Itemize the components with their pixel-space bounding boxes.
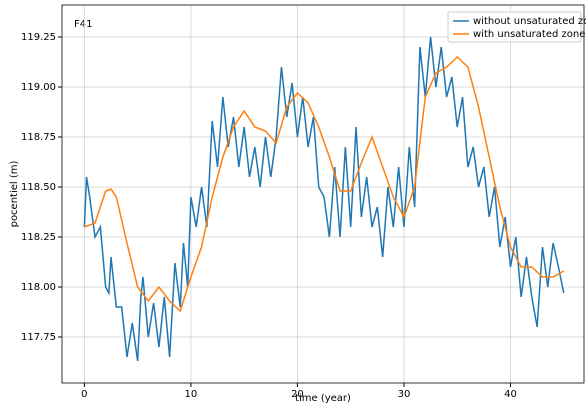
x-axis-label: time (year) [295, 393, 351, 403]
annotation: F41 [74, 19, 92, 30]
legend-label: without unsaturated zone [473, 16, 586, 27]
legend-label: with unsaturated zone [473, 29, 585, 40]
x-tick-label: 20 [291, 389, 304, 400]
x-tick-label: 30 [398, 389, 411, 400]
x-tick-label: 0 [81, 389, 87, 400]
y-axis-label: pocentiel (m) [9, 161, 20, 228]
y-tick-label: 118.50 [21, 182, 56, 193]
legend-box [447, 11, 582, 43]
x-tick-label: 10 [185, 389, 198, 400]
y-tick-label: 118.00 [21, 282, 56, 293]
y-tick-label: 117.75 [21, 332, 56, 343]
y-tick-label: 119.00 [21, 82, 56, 93]
y-tick-label: 118.25 [21, 232, 56, 243]
series-line [84, 55, 565, 313]
y-tick-label: 119.25 [21, 32, 56, 43]
plot-frame [61, 4, 585, 384]
y-tick-label: 118.75 [21, 132, 56, 143]
series-line [83, 36, 565, 362]
x-tick-label: 40 [504, 389, 517, 400]
